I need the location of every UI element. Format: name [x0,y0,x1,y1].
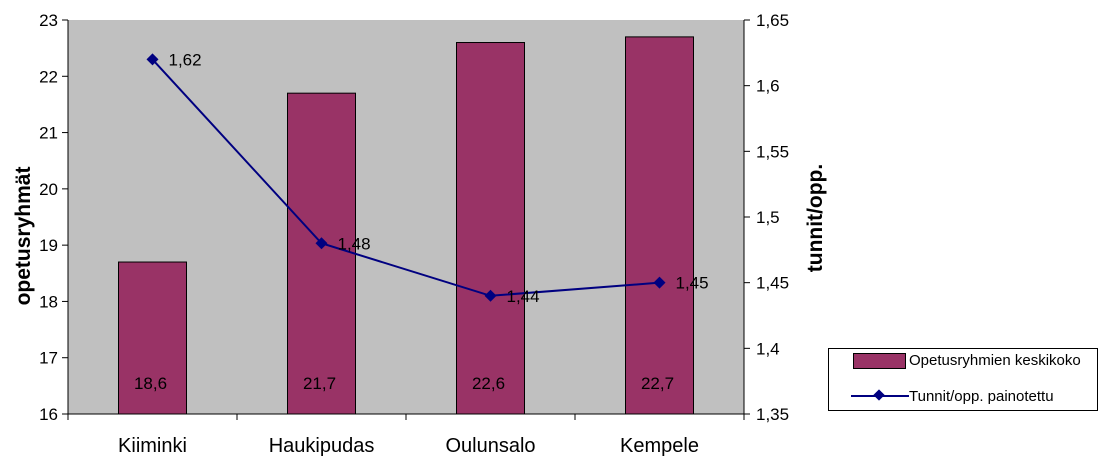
line-data-label: 1,48 [338,234,371,253]
series-line [151,58,660,297]
y2-tick-label: 1,6 [756,77,780,96]
y2-tick-label: 1,55 [756,142,789,161]
y-tick-label: 19 [39,236,58,255]
axes: 16 17 18 19 20 21 22 23 1,35 1,4 1,45 1,5 1,55 1,6 1,6… [39,11,789,457]
line-data-label: 1,45 [676,274,709,293]
y2-tick-label: 1,45 [756,274,789,293]
line-point [484,289,497,302]
legend-bar-label: Opetusryhmien keskikoko [909,352,1081,369]
bar [118,261,187,415]
line-point [315,237,328,250]
y-tick-label: 22 [39,67,58,86]
y-axis-title: opetusryhmät [12,167,35,306]
x-tick-label: Haukipudas [269,435,375,457]
y-tick-label: 18 [39,292,58,311]
line-data-label: 1,62 [169,50,202,69]
bar [456,42,525,415]
y-tick-label: 21 [39,124,58,143]
legend: Opetusryhmien keskikoko Tunnit/opp. pain… [828,348,1098,411]
x-tick-label: Oulunsalo [445,435,535,457]
bar-data-label: 21,7 [303,374,336,393]
x-tick-label: Kiiminki [118,435,187,457]
y-tick-label: 23 [39,11,58,30]
y2-tick-label: 1,5 [756,208,780,227]
line-point [146,53,159,66]
bar [625,36,694,415]
line-data-label: 1,44 [507,287,540,306]
x-tick-label: Kempele [620,435,699,457]
bar-data-label: 22,6 [472,374,505,393]
legend-line-label: Tunnit/opp. painotettu [909,388,1054,405]
y2-tick-label: 1,35 [756,405,789,424]
y2-tick-label: 1,65 [756,11,789,30]
line-point [653,276,666,289]
legend-diamond-icon [873,389,885,401]
bar-data-label: 22,7 [641,374,674,393]
line-series: 1,62 1,48 1,44 1,45 [146,50,709,306]
y2-tick-label: 1,4 [756,339,780,358]
y2-axis-title: tunnit/opp. [804,164,827,272]
y-tick-label: 16 [39,405,58,424]
bar-data-label: 18,6 [134,374,167,393]
legend-bar-swatch [853,353,906,369]
y-tick-label: 20 [39,180,58,199]
y-tick-label: 17 [39,349,58,368]
bar [287,92,356,415]
